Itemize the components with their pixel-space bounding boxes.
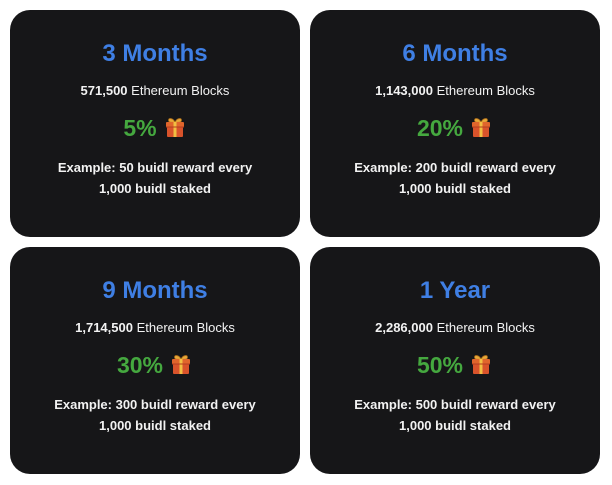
- staking-card-6-months[interactable]: 6 Months 1,143,000 Ethereum Blocks 20% E…: [310, 10, 600, 237]
- period-title: 1 Year: [419, 277, 491, 304]
- staking-card-1-year[interactable]: 1 Year 2,286,000 Ethereum Blocks 50% Exa…: [310, 247, 600, 474]
- reward-example: Example: 500 buidl reward every 1,000 bu…: [310, 394, 600, 436]
- reward-example-line: 1,000 buidl staked: [99, 418, 211, 433]
- staking-card-9-months[interactable]: 9 Months 1,714,500 Ethereum Blocks 30% E…: [10, 247, 300, 474]
- reward-rate-row: 50%: [310, 350, 600, 380]
- reward-example-line: 1,000 buidl staked: [399, 418, 511, 433]
- reward-example: Example: 300 buidl reward every 1,000 bu…: [10, 394, 300, 436]
- blocks-count: 1,714,500: [75, 320, 133, 335]
- reward-example: Example: 200 buidl reward every 1,000 bu…: [310, 157, 600, 199]
- reward-example-line: Example: 200 buidl reward every: [354, 160, 556, 175]
- blocks-label: Ethereum Blocks: [131, 83, 230, 98]
- blocks-info: 571,500 Ethereum Blocks: [10, 83, 300, 99]
- reward-rate: 5%: [123, 115, 157, 141]
- reward-rate: 30%: [116, 352, 164, 378]
- reward-example-line: Example: 500 buidl reward every: [354, 397, 556, 412]
- staking-card-3-months[interactable]: 3 Months 571,500 Ethereum Blocks 5% Exam…: [10, 10, 300, 237]
- staking-options-grid: 3 Months 571,500 Ethereum Blocks 5% Exam…: [10, 10, 600, 474]
- gift-icon: [163, 115, 187, 139]
- period-title: 3 Months: [102, 40, 208, 67]
- reward-rate-row: 20%: [310, 113, 600, 143]
- reward-example-line: Example: 300 buidl reward every: [54, 397, 256, 412]
- blocks-label: Ethereum Blocks: [436, 320, 535, 335]
- blocks-label: Ethereum Blocks: [136, 320, 235, 335]
- reward-example-line: Example: 50 buidl reward every: [57, 160, 253, 175]
- gift-icon: [469, 352, 493, 376]
- blocks-info: 1,143,000 Ethereum Blocks: [310, 83, 600, 99]
- reward-rate-row: 30%: [10, 350, 300, 380]
- blocks-info: 2,286,000 Ethereum Blocks: [310, 320, 600, 336]
- blocks-info: 1,714,500 Ethereum Blocks: [10, 320, 300, 336]
- gift-icon: [169, 352, 193, 376]
- blocks-label: Ethereum Blocks: [436, 83, 535, 98]
- reward-rate: 50%: [416, 352, 464, 378]
- reward-rate-row: 5%: [10, 113, 300, 143]
- blocks-count: 571,500: [80, 83, 128, 98]
- blocks-count: 1,143,000: [375, 83, 433, 98]
- reward-example-line: 1,000 buidl staked: [99, 181, 211, 196]
- blocks-count: 2,286,000: [375, 320, 433, 335]
- gift-icon: [469, 115, 493, 139]
- period-title: 9 Months: [102, 277, 208, 304]
- reward-rate: 20%: [416, 115, 464, 141]
- reward-example: Example: 50 buidl reward every 1,000 bui…: [10, 157, 300, 199]
- reward-example-line: 1,000 buidl staked: [399, 181, 511, 196]
- period-title: 6 Months: [402, 40, 508, 67]
